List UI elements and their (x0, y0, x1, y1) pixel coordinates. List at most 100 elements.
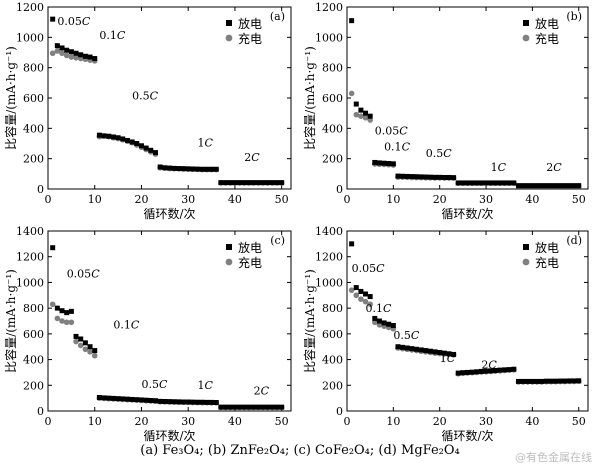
data-point-discharge (414, 174, 420, 180)
y-tick-label: 1200 (16, 1, 44, 14)
panel-label: (c) (270, 234, 285, 247)
y-tick-label: 400 (23, 122, 44, 135)
data-point-discharge (269, 180, 275, 186)
data-point-discharge (465, 369, 470, 375)
x-axis-label: 循环数/次 (143, 428, 195, 443)
data-point-discharge (548, 183, 554, 189)
data-point-discharge (120, 396, 126, 402)
x-tick-label: 30 (479, 193, 493, 206)
data-point-discharge (437, 350, 443, 355)
data-point-discharge (232, 404, 238, 410)
data-point-discharge (171, 165, 177, 171)
legend-label: 充电 (238, 255, 262, 270)
data-point-discharge (157, 398, 163, 404)
rate-annotation: 1C (198, 137, 214, 150)
data-point-charge (73, 338, 79, 345)
data-point-discharge (241, 180, 247, 186)
data-point-discharge (515, 378, 521, 384)
data-point-discharge (190, 166, 196, 172)
data-point-discharge (515, 183, 521, 189)
data-point-discharge (543, 378, 549, 384)
data-point-discharge (279, 404, 285, 410)
data-point-discharge (441, 174, 447, 180)
data-point-discharge (576, 378, 582, 384)
rate-annotation: 0.05C (57, 15, 91, 28)
data-point-discharge (390, 323, 396, 328)
data-point-discharge (418, 174, 424, 180)
data-point-discharge (502, 180, 508, 186)
data-point-discharge (260, 404, 266, 410)
x-axis-label: 循环数/次 (441, 428, 493, 443)
x-axis-label: 循环数/次 (441, 206, 493, 221)
y-tick-label: 200 (23, 153, 44, 166)
data-point-discharge (54, 305, 60, 311)
data-point-discharge (78, 336, 84, 342)
y-tick-label: 800 (23, 62, 44, 75)
data-point-discharge (423, 348, 429, 354)
data-point-discharge (92, 348, 98, 354)
data-point-charge (68, 54, 75, 60)
data-point-discharge (241, 404, 247, 410)
data-point-discharge (176, 399, 182, 405)
x-tick-label: 0 (45, 193, 52, 206)
data-point-discharge (124, 137, 130, 143)
data-point-discharge (511, 366, 517, 372)
legend-marker-charge (522, 258, 530, 266)
y-tick-label: 600 (322, 328, 343, 341)
data-point-discharge (418, 347, 424, 353)
panel-label: (b) (566, 10, 582, 23)
chart-panel-3: 0 10 20 30 40 50 0 200 400 600 800 1000 1200 1400 循环数/… (302, 225, 589, 443)
data-point-discharge (176, 166, 182, 172)
data-point-discharge (195, 166, 201, 172)
y-tick-label: 200 (23, 379, 44, 392)
data-point-discharge (162, 398, 168, 404)
data-point-discharge (73, 333, 79, 339)
data-point-discharge (209, 399, 215, 405)
chart-panel-1: 0 10 20 30 40 50 0 200 400 600 800 1000 1200 循环数/次 比容量… (302, 1, 589, 221)
legend-label: 充电 (535, 31, 559, 46)
data-point-discharge (167, 165, 172, 171)
y-tick-label: 1000 (315, 31, 343, 44)
data-point-discharge (223, 180, 229, 186)
rate-annotation: 0.1C (384, 140, 411, 153)
data-point-discharge (54, 43, 60, 49)
legend-marker-discharge (523, 20, 529, 26)
data-point-discharge (64, 47, 70, 53)
x-tick-label: 0 (45, 415, 52, 428)
data-point-discharge (372, 315, 378, 321)
data-point-discharge (386, 161, 392, 167)
data-point-discharge (557, 378, 563, 384)
data-point-discharge (543, 183, 549, 189)
data-point-discharge (511, 180, 517, 186)
data-point-discharge (367, 113, 373, 119)
data-point-discharge (246, 404, 252, 410)
x-tick-label: 30 (479, 415, 493, 428)
data-point-discharge (427, 174, 433, 180)
legend-marker-charge (225, 34, 233, 42)
data-point-charge (362, 298, 369, 305)
x-tick-label: 10 (386, 193, 400, 206)
data-point-discharge (101, 395, 107, 401)
data-point-discharge (251, 180, 257, 186)
data-point-discharge (372, 159, 378, 165)
y-tick-label: 1200 (315, 251, 343, 264)
legend-marker-discharge (226, 20, 232, 26)
data-point-discharge (143, 397, 149, 403)
data-point-discharge (395, 344, 401, 350)
data-point-discharge (539, 378, 545, 384)
rate-annotation: 0.5C (141, 378, 168, 391)
x-tick-label: 0 (344, 415, 351, 428)
data-point-discharge (497, 180, 503, 186)
legend-marker-charge (225, 258, 233, 266)
data-point-discharge (87, 54, 93, 60)
data-point-discharge (73, 50, 79, 56)
y-tick-label: 0 (336, 405, 343, 418)
data-point-discharge (520, 183, 526, 189)
data-point-discharge (50, 245, 56, 251)
data-point-discharge (451, 175, 457, 181)
data-point-discharge (488, 368, 494, 374)
data-point-discharge (553, 378, 559, 384)
data-point-discharge (181, 166, 187, 172)
rate-annotation: 0.1C (113, 319, 140, 332)
